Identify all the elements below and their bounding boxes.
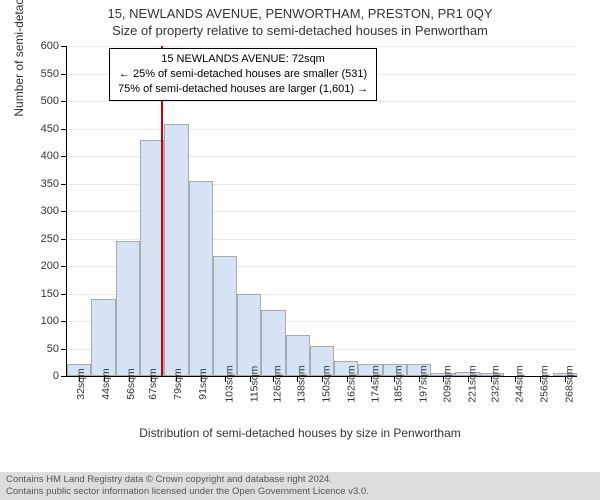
histogram-bar — [189, 181, 213, 376]
y-tick — [61, 376, 67, 377]
y-tick — [61, 46, 67, 47]
plot-area: 15 NEWLANDS AVENUE: 72sqm ← 25% of semi-… — [66, 46, 577, 377]
y-tick — [61, 101, 67, 102]
x-tick-label: 185sqm — [393, 365, 405, 402]
histogram-bar — [116, 241, 140, 376]
x-tick-label: 209sqm — [442, 365, 454, 402]
annotation-box: 15 NEWLANDS AVENUE: 72sqm ← 25% of semi-… — [109, 48, 377, 101]
y-tick-label: 350 — [41, 178, 59, 190]
y-tick-label: 550 — [41, 68, 59, 80]
x-tick-label: 244sqm — [514, 365, 526, 402]
x-tick-label: 256sqm — [539, 365, 551, 402]
y-tick-label: 50 — [47, 343, 59, 355]
x-tick-label: 174sqm — [370, 365, 382, 402]
y-tick-label: 200 — [41, 260, 59, 272]
y-tick — [61, 156, 67, 157]
gridline — [67, 101, 577, 102]
footer-line-2: Contains public sector information licen… — [6, 486, 594, 498]
gridline — [67, 129, 577, 130]
histogram-bar — [213, 256, 237, 376]
annotation-line-2: ← 25% of semi-detached houses are smalle… — [118, 67, 368, 82]
chart-container: 15, NEWLANDS AVENUE, PENWORTHAM, PRESTON… — [0, 4, 600, 464]
x-tick-label: 197sqm — [417, 365, 429, 402]
footer: Contains HM Land Registry data © Crown c… — [0, 472, 600, 500]
chart-title-main: 15, NEWLANDS AVENUE, PENWORTHAM, PRESTON… — [0, 6, 600, 21]
y-tick-label: 600 — [41, 40, 59, 52]
y-tick — [61, 211, 67, 212]
x-tick-label: 221sqm — [467, 365, 479, 402]
y-tick — [61, 266, 67, 267]
y-tick — [61, 129, 67, 130]
x-tick-label: 67sqm — [147, 368, 159, 400]
y-tick-label: 250 — [41, 233, 59, 245]
x-tick-label: 126sqm — [271, 365, 283, 402]
y-tick-label: 300 — [41, 205, 59, 217]
y-tick-label: 150 — [41, 288, 59, 300]
chart-title-sub: Size of property relative to semi-detach… — [0, 23, 600, 38]
y-tick — [61, 349, 67, 350]
histogram-bar — [91, 299, 115, 376]
y-axis-label: Number of semi-detached properties — [12, 0, 26, 117]
y-tick-label: 0 — [53, 370, 59, 382]
x-tick-label: 232sqm — [489, 365, 501, 402]
x-tick-label: 79sqm — [172, 368, 184, 400]
x-tick-label: 44sqm — [100, 368, 112, 400]
y-tick — [61, 321, 67, 322]
annotation-line-1: 15 NEWLANDS AVENUE: 72sqm — [118, 52, 368, 67]
x-tick-label: 91sqm — [196, 368, 208, 400]
annotation-line-3: 75% of semi-detached houses are larger (… — [118, 82, 368, 97]
y-tick-label: 100 — [41, 315, 59, 327]
y-tick — [61, 294, 67, 295]
y-tick-label: 400 — [41, 150, 59, 162]
gridline — [67, 46, 577, 47]
x-tick-label: 138sqm — [296, 365, 308, 402]
y-tick-label: 450 — [41, 123, 59, 135]
x-tick-label: 103sqm — [224, 365, 236, 402]
y-tick — [61, 239, 67, 240]
y-tick-label: 500 — [41, 95, 59, 107]
x-axis-label: Distribution of semi-detached houses by … — [0, 426, 600, 440]
y-tick — [61, 74, 67, 75]
y-tick — [61, 184, 67, 185]
histogram-bar — [164, 124, 188, 376]
x-tick-label: 150sqm — [321, 365, 333, 402]
histogram-bar — [237, 294, 261, 377]
x-tick-label: 32sqm — [75, 368, 87, 400]
x-tick-label: 268sqm — [563, 365, 575, 402]
footer-line-1: Contains HM Land Registry data © Crown c… — [6, 474, 594, 486]
x-tick-label: 115sqm — [248, 366, 260, 403]
x-tick-label: 162sqm — [345, 365, 357, 402]
x-tick-label: 56sqm — [124, 368, 136, 400]
